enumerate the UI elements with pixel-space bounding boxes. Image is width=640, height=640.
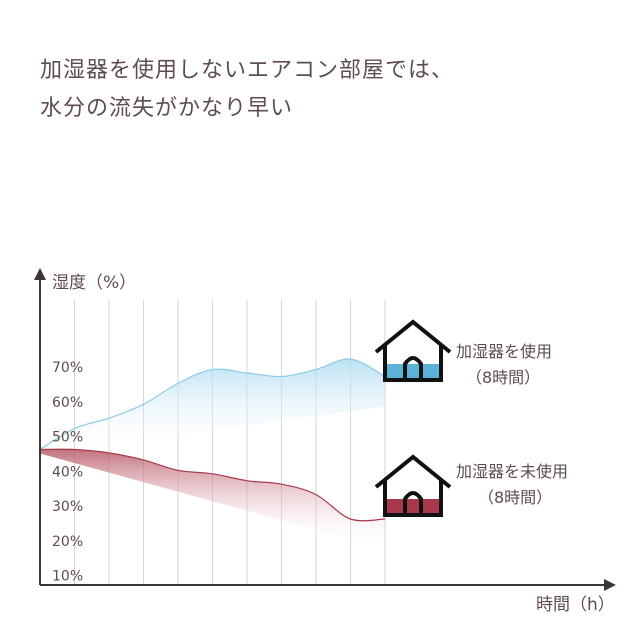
y-tick-labels: 70% 60% 50% 40% 30% 20% 10%	[52, 360, 83, 585]
house-water-fill	[387, 364, 439, 378]
legend-sublabel: （8時間）	[478, 488, 552, 507]
y-tick-label: 70%	[52, 360, 83, 376]
house-icon	[374, 454, 452, 517]
legend-sublabel: （8時間）	[466, 368, 540, 387]
series-line-2	[39, 448, 386, 522]
legend-label: 加湿器を使用	[456, 342, 552, 361]
house-door	[403, 356, 423, 380]
series-areas	[39, 358, 386, 549]
x-axis-arrow-icon	[604, 579, 616, 591]
y-tick-label: 60%	[52, 395, 83, 411]
series-area-1	[40, 358, 385, 454]
legend-label: 加湿器を未使用	[456, 462, 568, 481]
headline-line-1: 加湿器を使用しないエアコン部屋では、	[40, 58, 455, 83]
y-tick-label: 40%	[52, 464, 83, 480]
grid-lines	[74, 300, 386, 585]
house-roof	[374, 454, 452, 489]
house-icon	[374, 319, 452, 382]
axes	[34, 268, 616, 591]
x-axis-label: 時間（h）	[536, 595, 615, 615]
headline-line-2: 水分の流失がかなり早い	[40, 96, 294, 121]
house-water-fill	[387, 499, 439, 513]
house-roof	[374, 319, 452, 354]
legend: 加湿器を使用 （8時間） 加湿器を未使用 （8時間）	[374, 319, 568, 517]
series-area-2	[40, 449, 385, 549]
y-axis-arrow-icon	[34, 268, 46, 280]
house-door	[403, 491, 423, 515]
y-tick-label: 20%	[52, 534, 83, 550]
y-tick-label: 30%	[52, 499, 83, 515]
headline: 加湿器を使用しないエアコン部屋では、 水分の流失がかなり早い	[40, 52, 620, 128]
house-walls	[383, 479, 443, 517]
house-walls	[383, 344, 443, 382]
y-axis-label: 湿度（%）	[52, 273, 136, 293]
y-tick-label: 10%	[52, 569, 83, 585]
y-tick-label: 50%	[52, 430, 83, 446]
series-line-1	[39, 358, 386, 451]
